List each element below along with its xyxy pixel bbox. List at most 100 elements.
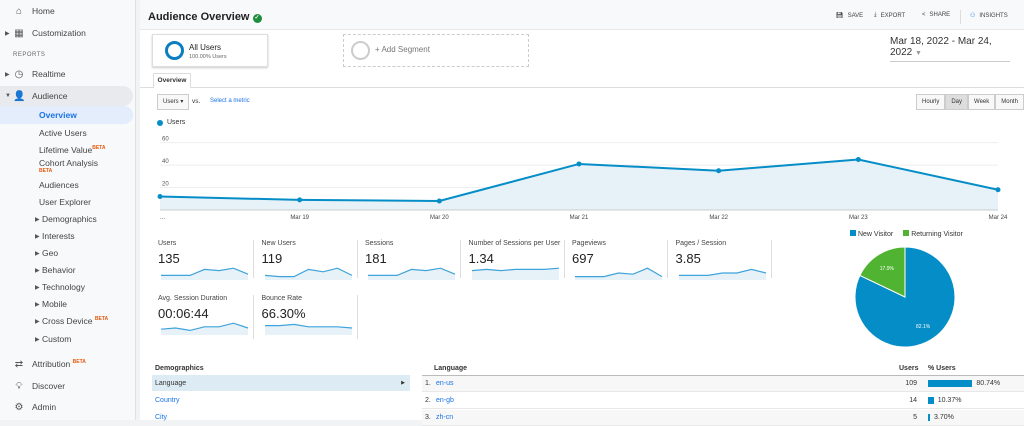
demographics-city[interactable]: City [155,413,168,421]
data-point[interactable] [995,187,1001,193]
x-tick-label: Mar 20 [430,215,449,221]
demographics-country[interactable]: Country [155,396,180,404]
granularity-month[interactable]: Month [995,94,1024,110]
save-button[interactable]: 💾︎ SAVE [836,12,864,20]
sidebar: ⌂ Home ▶ ▦ Customization REPORTS ▶ ◷ Realtime… [0,0,136,420]
nav-audiences[interactable]: Audiences [39,180,79,190]
granularity-day[interactable]: Day [945,94,969,110]
metric-pageviews[interactable]: Pageviews 697 [572,240,668,280]
nav-custom[interactable]: ▶ Custom [35,334,72,344]
share-button[interactable]: < SHARE [922,12,951,18]
nav-audience[interactable]: ▼ 👤 Audience [0,86,133,106]
visitor-pie-chart: 82.1% 17.9% [854,246,956,348]
y-tick-label: 40 [162,159,169,165]
legend-new-visitor: New Visitor [850,230,893,238]
percent-bar [928,414,931,421]
percent-bar [928,380,973,387]
metric-pages-session[interactable]: Pages / Session 3.85 [675,240,772,280]
data-point[interactable] [576,161,582,167]
area-fill [160,159,998,210]
nav-overview[interactable]: Overview [0,106,133,124]
segment-all-users[interactable]: All Users 100.00% Users [152,34,268,67]
nav-geo[interactable]: ▶ Geo [35,248,59,258]
nav-discover[interactable]: 💡︎ Discover [0,376,133,396]
sparkline-fill [471,268,559,280]
sparkline-line [678,268,766,276]
insights-button[interactable]: ⚇ INSIGHTS [970,12,1008,20]
divider [960,10,961,24]
percent-bar [928,397,934,404]
metric-value: 135 [158,251,180,266]
nav-mobile[interactable]: ▶ Mobile [35,299,68,309]
select-metric-link[interactable]: Select a metric [210,98,250,104]
metric-select[interactable]: Users ▾ [157,94,190,110]
attribution-icon: ⇄ [14,358,24,370]
nav-realtime[interactable]: ▶ ◷ Realtime [5,68,66,80]
nav-lifetime-value[interactable]: Lifetime ValueBETA [0,140,133,160]
nav-demographics[interactable]: ▶ Demographics [35,214,97,224]
title-text: Audience Overview [148,11,250,23]
granularity-hourly[interactable]: Hourly [916,94,946,110]
metric-avg-session-duration[interactable]: Avg. Session Duration 00:06:44 [158,295,254,339]
nav-admin[interactable]: ⚙ Admin [14,401,57,413]
beta-badge: BETA [94,316,109,323]
pie-slice[interactable] [859,246,906,298]
metric-value: 181 [365,251,387,266]
nav-home[interactable]: ⌂ Home [0,1,133,21]
grid-icon: ▦ [14,27,24,39]
export-button[interactable]: ⤓ EXPORT [874,12,906,19]
nav-interests[interactable]: ▶ Interests [35,231,75,241]
metric-label: Pageviews [572,240,606,247]
table-row: 3. zh-cn 5 3.70% [422,410,1024,426]
nav-technology[interactable]: ▶ Technology [35,282,86,292]
nav-cohort-analysis[interactable]: Cohort Analysis BETA [39,158,99,174]
header: Audience Overview ✓ 💾︎ SAVE ⤓ EXPORT < SHARE… [140,0,1024,30]
nav-behavior[interactable]: ▶ Behavior [35,265,76,275]
language-link[interactable]: zh-cn [436,414,454,421]
caret-right-icon: ▶ [35,301,40,308]
metric-label: Bounce Rate [261,295,302,302]
beta-badge: BETA [72,359,86,366]
language-link[interactable]: en-gb [436,397,454,404]
sparkline [264,267,352,280]
nav-customization[interactable]: ▶ ▦ Customization [5,27,86,39]
tab-underline [140,87,1024,88]
x-tick-label: ... [160,215,165,221]
language-table-header: Language Users % Users [422,361,1024,376]
sparkline [160,322,249,335]
data-point[interactable] [855,156,861,162]
insights-icon: ⚇ [970,13,976,19]
tab-overview[interactable]: Overview [153,73,191,88]
nav-user-explorer[interactable]: User Explorer [39,197,91,207]
caret-down-icon: ▼ [5,93,11,99]
granularity-week[interactable]: Week [968,94,996,110]
x-tick-label: Mar 19 [290,215,309,221]
add-segment-button[interactable]: + Add Segment [343,34,529,67]
language-link[interactable]: en-us [436,380,454,387]
metric-new-users[interactable]: New Users 119 [262,240,358,280]
sparkline-fill [161,268,248,280]
reports-heading: REPORTS [13,52,46,58]
legend-swatch-icon [903,230,910,236]
sparkline [575,267,663,280]
metric-number-of-sessions-per-user[interactable]: Number of Sessions per User 1.34 [469,240,565,280]
data-point[interactable] [716,168,722,174]
metric-label: Pages / Session [675,240,727,247]
demographics-language[interactable]: Language ▶ [152,375,410,391]
nav-cross-device[interactable]: ▶ Cross Device BETA [0,311,133,331]
metric-bounce-rate[interactable]: Bounce Rate 66.30% [262,295,358,339]
metric-sessions[interactable]: Sessions 181 [365,240,461,280]
caret-right-icon: ▶ [5,71,10,78]
caret-right-icon: ▶ [35,233,40,240]
date-range-picker[interactable]: Mar 18, 2022 - Mar 24, 2022 ▼ [890,36,1010,62]
label: Lifetime Value [39,145,93,155]
row-rank: 3. [425,414,431,421]
metric-users[interactable]: Users 135 [158,240,254,280]
data-point[interactable] [297,197,303,203]
nav-attribution[interactable]: ⇄ Attribution BETA [0,354,133,374]
legend-dot-icon [157,119,163,126]
data-point[interactable] [436,198,442,204]
data-point[interactable] [157,194,163,200]
nav-active-users[interactable]: Active Users [39,128,87,138]
sparkline [471,267,559,280]
